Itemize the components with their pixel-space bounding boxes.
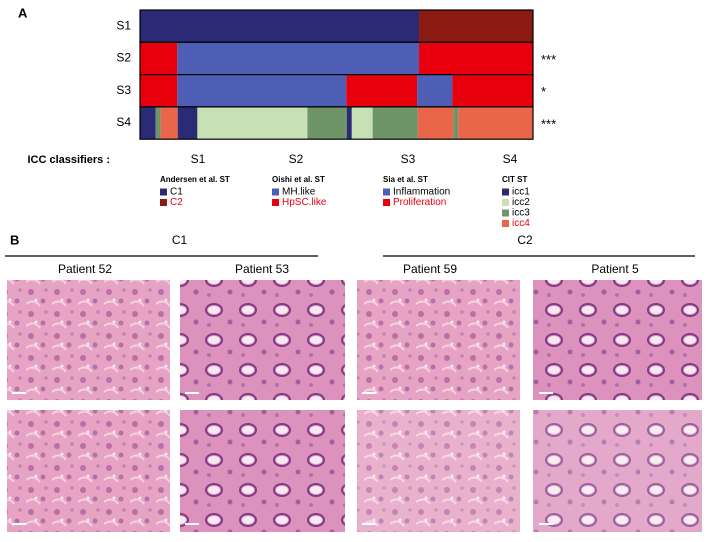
legend-swatch xyxy=(502,199,509,206)
legend-label: HpSC.like xyxy=(282,197,327,208)
classifiers-label: ICC classifiers : xyxy=(27,154,110,166)
significance: *** xyxy=(541,116,556,131)
legend-swatch xyxy=(272,188,279,196)
segment xyxy=(452,74,533,107)
legend-label: C2 xyxy=(170,197,183,208)
legend-swatch xyxy=(160,199,167,206)
segment xyxy=(140,10,420,43)
segment xyxy=(177,42,420,75)
histology-image xyxy=(180,280,345,400)
segment xyxy=(140,106,156,140)
legend-swatch xyxy=(383,188,390,196)
patient-name: Patient 53 xyxy=(235,262,289,276)
row-label: S4 xyxy=(116,115,131,129)
segment xyxy=(419,10,533,43)
row-border xyxy=(139,106,534,140)
panel-label: A xyxy=(18,5,28,20)
scale-bars xyxy=(12,392,553,525)
group-name: C2 xyxy=(517,233,533,247)
legend-label: Proliferation xyxy=(393,197,446,208)
patient-name: Patient 59 xyxy=(403,262,457,276)
legend-swatch xyxy=(160,188,167,196)
significance: * xyxy=(541,84,546,99)
segment xyxy=(372,106,418,140)
legend-swatch xyxy=(502,188,509,196)
segment xyxy=(351,106,373,140)
legend-label: icc4 xyxy=(512,218,530,229)
histology-image xyxy=(7,280,170,400)
segment xyxy=(346,106,352,140)
legend-swatch xyxy=(383,199,390,206)
histology-images xyxy=(7,280,702,532)
patient-name: Patient 52 xyxy=(58,262,112,276)
segment xyxy=(419,42,533,75)
significance: *** xyxy=(541,52,556,67)
legend-label: MH.like xyxy=(282,187,316,198)
patient-name: Patient 5 xyxy=(591,262,639,276)
legend-label: icc3 xyxy=(512,208,530,219)
segment xyxy=(197,106,308,140)
row-label: S2 xyxy=(116,51,131,65)
legend-label: Inflammation xyxy=(393,187,450,198)
segment xyxy=(417,106,454,140)
histology-image xyxy=(7,410,170,532)
legend-label: icc1 xyxy=(512,187,530,198)
legend-title: Oishi et al. ST xyxy=(272,175,325,184)
segment xyxy=(458,106,533,140)
legend-title: Sia et al. ST xyxy=(383,175,428,184)
classifier-name: S4 xyxy=(503,152,518,166)
panel-label: B xyxy=(10,232,19,247)
classifier-name: S2 xyxy=(289,152,304,166)
legend-label: C1 xyxy=(170,187,183,198)
classifier-name: S3 xyxy=(401,152,416,166)
segment xyxy=(140,42,178,75)
segment xyxy=(453,106,459,140)
segment xyxy=(155,106,161,140)
segment xyxy=(177,106,198,140)
legend-swatch xyxy=(272,199,279,206)
segment xyxy=(346,74,418,107)
segment xyxy=(417,74,453,107)
segment xyxy=(307,106,347,140)
legend-title: CIT ST xyxy=(502,175,527,184)
segment xyxy=(160,106,178,140)
histology-image xyxy=(180,410,345,532)
legend-label: icc2 xyxy=(512,197,530,208)
segment xyxy=(177,74,347,107)
legend-title: Andersen et al. ST xyxy=(160,175,230,184)
legend-swatch xyxy=(502,209,509,217)
segment xyxy=(140,74,178,107)
histology-image xyxy=(357,280,520,400)
histology-image xyxy=(533,410,702,532)
histology-image xyxy=(533,280,702,400)
legend-swatch xyxy=(502,220,509,227)
classifier-name: S1 xyxy=(191,152,206,166)
row-label: S3 xyxy=(116,83,131,97)
histology-image xyxy=(357,410,520,532)
group-name: C1 xyxy=(172,233,188,247)
row-label: S1 xyxy=(116,18,131,32)
